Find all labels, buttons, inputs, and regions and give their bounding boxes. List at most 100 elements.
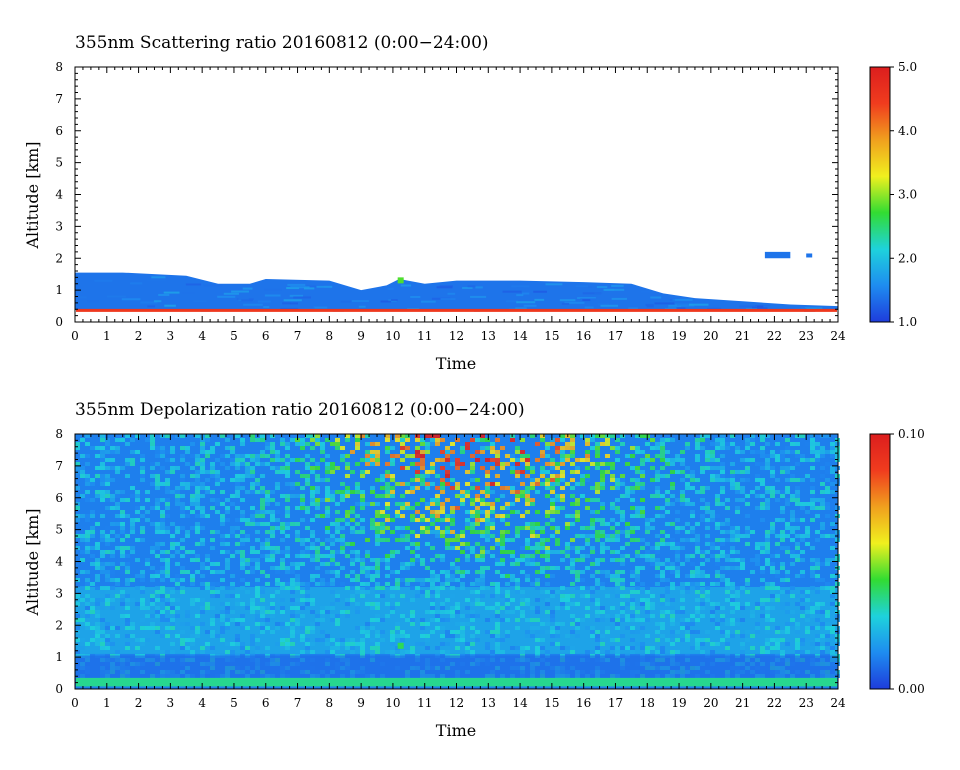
depol-cell <box>470 618 475 622</box>
depol-cell <box>700 602 705 606</box>
depol-cell <box>105 446 110 450</box>
depol-cell <box>595 646 600 650</box>
depol-cell <box>535 578 540 582</box>
depol-cell <box>380 514 385 518</box>
depol-cell <box>765 550 770 554</box>
depol-cell <box>665 438 670 442</box>
depol-cell <box>160 618 165 622</box>
depol-cell <box>140 474 145 478</box>
depol-cell <box>565 442 570 446</box>
depol-cell <box>735 470 740 474</box>
depol-cell <box>735 618 740 622</box>
depol-cell <box>335 502 340 506</box>
depol-cell <box>255 562 260 566</box>
depol-cell <box>525 454 530 458</box>
depol-cell <box>590 650 595 654</box>
depol-cell <box>670 634 675 638</box>
depol-cell <box>170 642 175 646</box>
depol-cell <box>335 446 340 450</box>
depol-cell <box>495 474 500 478</box>
depol-cell <box>795 626 800 630</box>
depol-cell <box>440 558 445 562</box>
depol-cell <box>325 486 330 490</box>
depol-cell <box>675 566 680 570</box>
depol-cell <box>320 442 325 446</box>
depol-cell <box>445 546 450 550</box>
depol-cell <box>190 442 195 446</box>
depol-cell <box>215 458 220 462</box>
depol-cell <box>325 554 330 558</box>
depol-cell <box>455 482 460 486</box>
depol-cell <box>210 470 215 474</box>
depol-cell <box>480 566 485 570</box>
depol-cell <box>790 594 795 598</box>
depol-cell <box>385 434 390 438</box>
depol-cell <box>390 490 395 494</box>
depol-cell <box>310 610 315 614</box>
depol-cell <box>555 438 560 442</box>
depol-cell <box>240 626 245 630</box>
depol-cell <box>230 450 235 454</box>
depol-cell <box>440 438 445 442</box>
x-tick-label: 5 <box>230 329 238 343</box>
depol-cell <box>665 578 670 582</box>
depol-cell <box>160 610 165 614</box>
depol-cell <box>710 442 715 446</box>
depol-cell <box>705 450 710 454</box>
depol-cell <box>310 502 315 506</box>
depol-cell <box>445 574 450 578</box>
depol-cell <box>290 522 295 526</box>
layer-texture <box>462 286 473 289</box>
depol-cell <box>510 502 515 506</box>
depol-cell <box>160 566 165 570</box>
depol-cell <box>790 590 795 594</box>
depol-cell <box>400 650 405 654</box>
depol-cell <box>795 614 800 618</box>
depol-cell <box>600 478 605 482</box>
depol-cell <box>525 486 530 490</box>
x-tick-label: 4 <box>198 329 206 343</box>
depol-cell <box>690 582 695 586</box>
depol-cell <box>205 478 210 482</box>
depol-cell <box>385 502 390 506</box>
depol-cell <box>665 562 670 566</box>
depol-cell <box>570 546 575 550</box>
depol-cell <box>170 466 175 470</box>
depol-cell <box>125 514 130 518</box>
depol-cell <box>120 514 125 518</box>
depol-cell <box>360 642 365 646</box>
depol-cell <box>455 506 460 510</box>
depol-cell <box>635 482 640 486</box>
depol-cell <box>815 574 820 578</box>
depol-cell <box>485 458 490 462</box>
depol-cell <box>415 518 420 522</box>
depol-cell <box>155 554 160 558</box>
depol-cell <box>260 506 265 510</box>
depol-cell <box>720 434 725 438</box>
depol-cell <box>210 562 215 566</box>
depol-cell <box>125 642 130 646</box>
depol-cell <box>110 630 115 634</box>
depol-cell <box>680 634 685 638</box>
depol-cell <box>375 530 380 534</box>
depol-cell <box>535 582 540 586</box>
depol-cell <box>710 450 715 454</box>
depol-cell <box>255 594 260 598</box>
depol-cell <box>475 438 480 442</box>
depol-cell <box>200 598 205 602</box>
depol-cell <box>735 534 740 538</box>
depol-cell <box>650 446 655 450</box>
depol-cell <box>450 538 455 542</box>
depol-cell <box>645 610 650 614</box>
depol-cell <box>535 534 540 538</box>
depol-cell <box>505 454 510 458</box>
depol-cell <box>450 442 455 446</box>
depol-cell <box>615 638 620 642</box>
depol-cell <box>125 626 130 630</box>
y-tick-label: 5 <box>55 156 63 170</box>
depol-cell <box>625 554 630 558</box>
depol-cell <box>630 506 635 510</box>
depol-cell <box>740 478 745 482</box>
depol-cell <box>290 650 295 654</box>
depol-cell <box>470 582 475 586</box>
